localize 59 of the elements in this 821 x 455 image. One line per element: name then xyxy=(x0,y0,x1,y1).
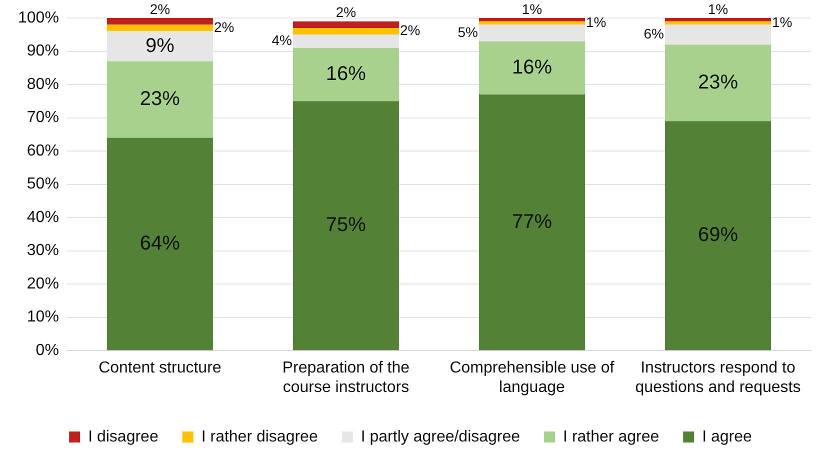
data-label: 69% xyxy=(698,224,738,246)
data-label: 1% xyxy=(772,14,792,30)
bar xyxy=(478,21,585,25)
y-tick-label: 90% xyxy=(26,42,59,60)
data-label: 16% xyxy=(512,56,552,78)
data-label: 6% xyxy=(644,25,664,42)
data-label: 2% xyxy=(150,0,170,17)
bar xyxy=(292,28,399,35)
y-tick-label: 10% xyxy=(26,308,59,326)
bar xyxy=(478,18,585,22)
legend-label: I agree xyxy=(702,428,752,446)
bar xyxy=(292,101,399,350)
y-tick-label: 20% xyxy=(26,275,59,292)
y-tick-label: 100% xyxy=(18,9,59,26)
data-label: 2% xyxy=(336,4,356,20)
y-tick-label: 0% xyxy=(36,342,59,360)
data-label: 75% xyxy=(326,214,366,236)
bar xyxy=(664,24,772,45)
data-label: 4% xyxy=(272,32,292,48)
bar xyxy=(664,18,772,22)
data-label: 9% xyxy=(145,34,175,57)
bar xyxy=(664,121,772,350)
legend-label: I partly agree/disagree xyxy=(360,428,520,446)
data-label: 5% xyxy=(458,24,478,40)
data-label: 23% xyxy=(140,88,180,110)
x-tick-label: Instructors respond to questions and requests xyxy=(635,360,801,396)
y-tick-label: 60% xyxy=(26,142,59,160)
bar xyxy=(478,24,585,42)
bar xyxy=(292,48,399,102)
bar xyxy=(292,21,399,28)
x-tick-label: Preparation of the course instructors xyxy=(282,360,410,396)
data-label: 2% xyxy=(400,22,420,38)
legend-label: I rather disagree xyxy=(201,428,318,446)
data-label: 1% xyxy=(708,0,728,17)
y-tick-label: 80% xyxy=(26,76,59,93)
data-label: 1% xyxy=(586,14,606,30)
y-tick-label: 70% xyxy=(26,109,59,126)
data-label: 77% xyxy=(512,210,552,233)
bar xyxy=(478,94,585,350)
bar xyxy=(292,34,399,48)
x-tick-label: Comprehensible use of language xyxy=(450,360,615,396)
bar xyxy=(478,41,585,94)
bar xyxy=(106,138,213,350)
bar xyxy=(664,44,772,122)
data-label: 1% xyxy=(522,0,542,17)
bar xyxy=(106,18,213,25)
data-label: 16% xyxy=(326,63,366,86)
x-tick-label: Content structure xyxy=(98,360,222,377)
legend-label: I disagree xyxy=(88,428,158,446)
data-label: 64% xyxy=(140,232,180,254)
bar xyxy=(664,21,772,25)
y-tick-label: 40% xyxy=(26,208,59,226)
bar xyxy=(106,24,213,32)
data-label: 2% xyxy=(214,18,234,35)
y-tick-label: 50% xyxy=(26,176,59,193)
legend-label: I rather agree xyxy=(563,428,660,446)
data-label: 23% xyxy=(698,71,738,94)
bar xyxy=(106,61,213,138)
y-tick-label: 30% xyxy=(26,242,59,260)
